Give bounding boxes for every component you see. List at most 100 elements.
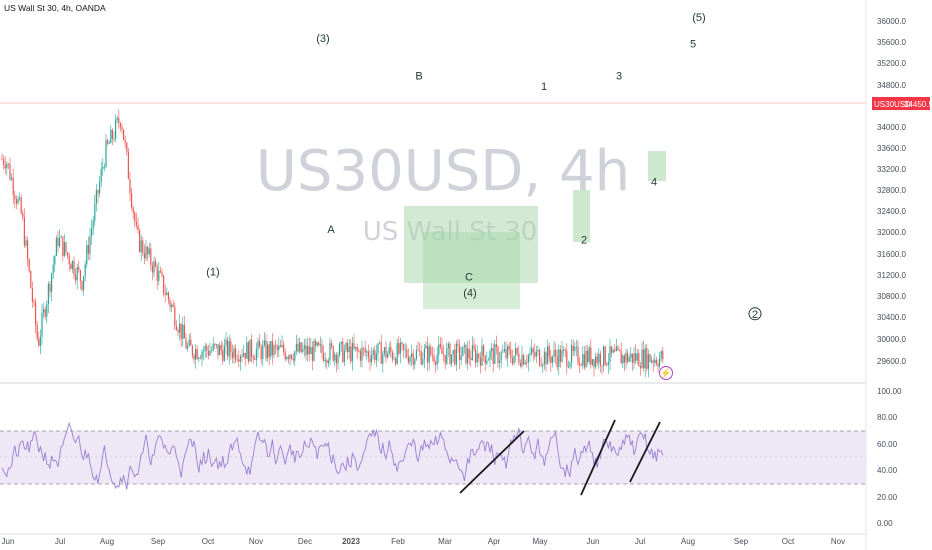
wave-label[interactable]: (5) xyxy=(692,12,705,24)
candle-body xyxy=(443,353,445,356)
candle-body xyxy=(422,359,424,365)
candle-body xyxy=(374,350,376,361)
candle-body xyxy=(497,347,499,364)
wave-label[interactable]: (1) xyxy=(206,266,219,278)
candle-body xyxy=(172,304,174,307)
candle-body xyxy=(267,344,269,359)
candle-body xyxy=(567,366,569,368)
candle-body xyxy=(227,339,229,357)
candle-body xyxy=(9,164,11,180)
candle-body xyxy=(220,345,222,351)
rsi-trendline[interactable] xyxy=(629,421,661,483)
rsi-trendline[interactable] xyxy=(580,419,616,496)
candle-body xyxy=(657,364,659,367)
candle-body xyxy=(1,158,3,160)
price-tick-label: 35200.0 xyxy=(877,59,906,68)
last-price-value: 34450.5 xyxy=(904,100,932,109)
price-axis[interactable]: 36000.0 35600.0 35200.0 34800.0 34000.0 33600… xyxy=(877,17,906,366)
candle-body xyxy=(25,240,27,246)
candle-body xyxy=(537,349,539,352)
candle-body xyxy=(43,309,45,313)
candle-body xyxy=(347,343,349,353)
candle-body xyxy=(198,357,200,359)
candle-body xyxy=(633,353,635,363)
candle-body xyxy=(511,358,513,364)
candle-body xyxy=(404,349,406,351)
candle-body xyxy=(411,353,413,357)
time-tick-label: Feb xyxy=(391,537,405,546)
candle-body xyxy=(390,347,392,353)
candle-body xyxy=(156,266,158,281)
candle-body xyxy=(393,358,395,360)
candle-body xyxy=(236,359,238,361)
zone-box[interactable] xyxy=(404,206,538,283)
candle-body xyxy=(219,345,221,355)
wave-label[interactable]: C xyxy=(465,272,473,284)
candle-body xyxy=(358,350,360,352)
price-tick-label: 33600.0 xyxy=(877,144,906,153)
wave-label[interactable]: 3 xyxy=(616,70,622,82)
candle-body xyxy=(260,347,262,360)
candle-body xyxy=(235,348,237,360)
candle-body xyxy=(603,346,605,367)
candle-body xyxy=(230,341,232,353)
candle-body xyxy=(635,353,637,361)
candle-body xyxy=(590,347,592,365)
lightning-icon[interactable]: ⚡ xyxy=(659,366,673,380)
candle-body xyxy=(615,346,617,352)
candle-body xyxy=(22,213,24,218)
candle-body xyxy=(395,358,397,364)
candle-body xyxy=(342,341,344,362)
candle-body xyxy=(207,350,209,356)
candle-body xyxy=(71,260,73,270)
candle-body xyxy=(651,360,653,363)
candle-body xyxy=(307,346,309,355)
zone-box[interactable] xyxy=(423,232,520,309)
zone-box[interactable] xyxy=(648,151,666,181)
candle-body xyxy=(323,352,325,362)
candle-body xyxy=(446,348,448,364)
candle-body xyxy=(79,270,81,282)
candle-body xyxy=(351,342,353,362)
wave-label[interactable]: 4 xyxy=(651,176,657,188)
time-tick-label: May xyxy=(532,537,547,546)
price-tick-label: 33200.0 xyxy=(877,165,906,174)
candle-body xyxy=(598,353,600,363)
wave-label[interactable]: A xyxy=(327,224,335,236)
candle-body xyxy=(179,323,181,333)
time-axis[interactable]: Jun Jul Aug Sep Oct Nov Dec 2023 Feb Mar Apr May Jun… xyxy=(2,537,846,546)
zone-box[interactable] xyxy=(573,190,590,242)
time-tick-label: Jun xyxy=(587,537,600,546)
rsi-trendline[interactable] xyxy=(459,430,525,494)
candle-body xyxy=(81,281,83,290)
candle-body xyxy=(20,197,22,214)
candle-body xyxy=(433,355,435,362)
candle-body xyxy=(459,345,461,360)
candle-body xyxy=(502,351,504,353)
rsi-axis[interactable]: 100.00 80.00 60.00 40.00 20.00 0.00 xyxy=(877,387,902,528)
wave-label[interactable]: 5 xyxy=(690,39,696,51)
candle-body xyxy=(193,355,195,360)
candle-body xyxy=(460,356,462,360)
rsi-tick-label: 60.00 xyxy=(877,440,898,449)
wave-label[interactable]: 1 xyxy=(541,81,547,93)
candle-body xyxy=(86,245,88,265)
candle-body xyxy=(145,246,147,259)
candle-body xyxy=(318,342,320,346)
wave-label[interactable]: (3) xyxy=(316,33,329,45)
candle-body xyxy=(659,357,661,367)
price-tick-label: 30800.0 xyxy=(877,292,906,301)
candle-body xyxy=(372,350,374,356)
candle-body xyxy=(473,345,475,350)
candle-body xyxy=(611,346,613,353)
candle-body xyxy=(15,199,17,204)
wave-label[interactable]: (4) xyxy=(463,288,476,300)
candle-body xyxy=(35,302,37,326)
candle-body xyxy=(335,354,337,364)
wave-label[interactable]: 2 xyxy=(752,309,758,321)
candle-body xyxy=(310,347,312,355)
last-price-tag xyxy=(872,97,930,110)
wave-label[interactable]: B xyxy=(415,70,422,82)
wave-label[interactable]: 2 xyxy=(581,235,587,247)
